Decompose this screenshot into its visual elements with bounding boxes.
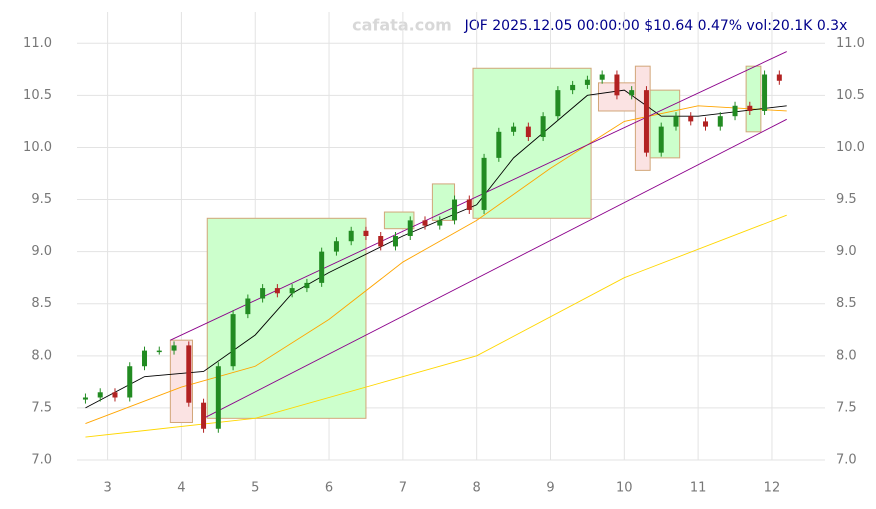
- range-box: [431, 183, 456, 221]
- candle-body: [688, 116, 694, 122]
- candle-body: [762, 74, 768, 111]
- candle-body: [260, 288, 266, 299]
- x-tick-label: 7: [399, 481, 407, 496]
- candle-body: [333, 241, 339, 252]
- candle-body: [245, 298, 251, 315]
- candle-body: [732, 105, 738, 117]
- x-tick-label: 3: [103, 481, 111, 496]
- x-tick-label: 4: [177, 481, 185, 496]
- candle-body: [274, 288, 280, 294]
- y2-tick-label: 11.0: [836, 36, 865, 51]
- candle-body: [703, 121, 709, 127]
- candle-body: [525, 126, 531, 138]
- range-box: [383, 211, 415, 230]
- candle-body: [378, 236, 384, 247]
- candle-body: [348, 230, 354, 242]
- candle-body: [747, 105, 753, 111]
- candle-body: [584, 79, 590, 85]
- candle-body: [289, 288, 295, 294]
- range-box: [745, 65, 762, 133]
- y-tick-label: 7.0: [31, 453, 52, 468]
- candle-body: [643, 90, 649, 153]
- x-tick-label: 5: [251, 481, 259, 496]
- candle-body: [230, 314, 236, 367]
- y2-tick-label: 10.5: [836, 88, 865, 103]
- candle-body: [171, 345, 177, 351]
- x-tick-label: 10: [616, 481, 633, 496]
- candle-body: [407, 220, 413, 236]
- y-tick-label: 8.0: [31, 348, 52, 363]
- candle-body: [540, 116, 546, 138]
- candle-body: [304, 282, 310, 289]
- y-tick-label: 7.5: [31, 400, 52, 415]
- candle-body: [112, 392, 118, 398]
- chart-title: JOF 2025.12.05 00:00:00 $10.64 0.47% vol…: [464, 18, 848, 34]
- candle-body: [614, 74, 620, 96]
- range-box: [472, 67, 592, 219]
- candle-body: [496, 131, 502, 158]
- candle-body: [599, 74, 605, 80]
- x-tick-label: 11: [690, 481, 707, 496]
- candle-body: [422, 220, 428, 226]
- y2-tick-label: 10.0: [836, 140, 865, 155]
- candle-body: [437, 220, 443, 226]
- x-tick-label: 8: [473, 481, 481, 496]
- candle-body: [142, 350, 148, 367]
- candle-body: [570, 84, 576, 91]
- x-tick-label: 9: [546, 481, 554, 496]
- y2-tick-label: 9.5: [836, 192, 857, 207]
- candle-body: [481, 157, 487, 210]
- indicator-line: [170, 51, 787, 341]
- candle-body: [363, 230, 369, 236]
- candle-body: [201, 402, 207, 429]
- y-tick-label: 9.0: [31, 244, 52, 259]
- x-tick-label: 6: [325, 481, 333, 496]
- candle-body: [555, 90, 561, 117]
- x-tick-label: 12: [764, 481, 781, 496]
- y2-tick-label: 7.5: [836, 400, 857, 415]
- y2-tick-label: 7.0: [836, 453, 857, 468]
- candle-body: [186, 345, 192, 403]
- y2-tick-label: 8.5: [836, 296, 857, 311]
- y-tick-label: 11.0: [23, 36, 52, 51]
- candle-body: [776, 74, 782, 81]
- watermark: cafata.com: [352, 16, 452, 35]
- candle-body: [629, 90, 635, 96]
- candle-body: [717, 116, 723, 127]
- candle-body: [511, 126, 517, 132]
- y-tick-label: 10.5: [23, 88, 52, 103]
- candle-body: [452, 199, 458, 221]
- candle-body: [466, 199, 472, 210]
- candle-body: [673, 116, 679, 127]
- candle-body: [156, 350, 162, 353]
- candle-body: [215, 366, 221, 429]
- y2-tick-label: 8.0: [836, 348, 857, 363]
- candle-body: [82, 397, 88, 400]
- candle-body: [127, 366, 133, 398]
- y-tick-label: 10.0: [23, 140, 52, 155]
- y2-tick-label: 9.0: [836, 244, 857, 259]
- indicator-line: [85, 214, 787, 438]
- candle-body: [97, 392, 103, 398]
- indicator-line: [203, 118, 787, 419]
- candle-body: [319, 251, 325, 283]
- y-tick-label: 9.5: [31, 192, 52, 207]
- candle-body: [392, 236, 398, 247]
- candle-body: [658, 126, 664, 153]
- y-tick-label: 8.5: [31, 296, 52, 311]
